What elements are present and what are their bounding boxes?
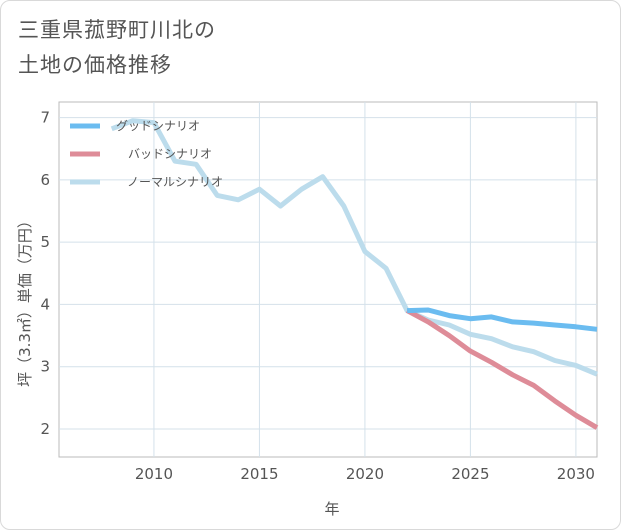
plot-area <box>58 101 598 458</box>
series-line-1 <box>405 308 599 430</box>
y-tick-label: 4 <box>40 295 50 313</box>
legend-label-2: ノーマルシナリオ <box>127 175 223 189</box>
y-tick-label: 5 <box>40 233 50 251</box>
x-axis-label: 年 <box>324 500 339 518</box>
series-lines <box>110 118 599 430</box>
y-tick-label: 2 <box>40 420 50 438</box>
chart-title-line2: 土地の価格推移 <box>18 53 172 77</box>
x-tick-label: 2010 <box>135 465 173 483</box>
chart-title: 三重県菰野町川北の 土地の価格推移 <box>18 13 216 83</box>
tick-labels: 2010 2015 2020 2025 2030 2 3 4 5 6 7 <box>40 109 595 483</box>
x-tick-label: 2025 <box>451 465 489 483</box>
series-line-0 <box>407 307 598 332</box>
y-tick-label: 6 <box>40 171 50 189</box>
legend-label-1: バッドシナリオ <box>128 147 212 161</box>
x-tick-label: 2020 <box>346 465 384 483</box>
y-axis-label: 坪（3.3㎡）単価（万円） <box>16 213 34 387</box>
y-tick-label: 7 <box>40 109 50 127</box>
x-tick-label: 2030 <box>557 465 595 483</box>
series-line-2 <box>110 118 598 377</box>
x-tick-label: 2015 <box>240 465 278 483</box>
legend-label-0: グッドシナリオ <box>116 119 200 133</box>
y-tick-label: 3 <box>40 358 50 376</box>
chart-title-line1: 三重県菰野町川北の <box>18 18 216 42</box>
grid-lines <box>59 102 597 457</box>
